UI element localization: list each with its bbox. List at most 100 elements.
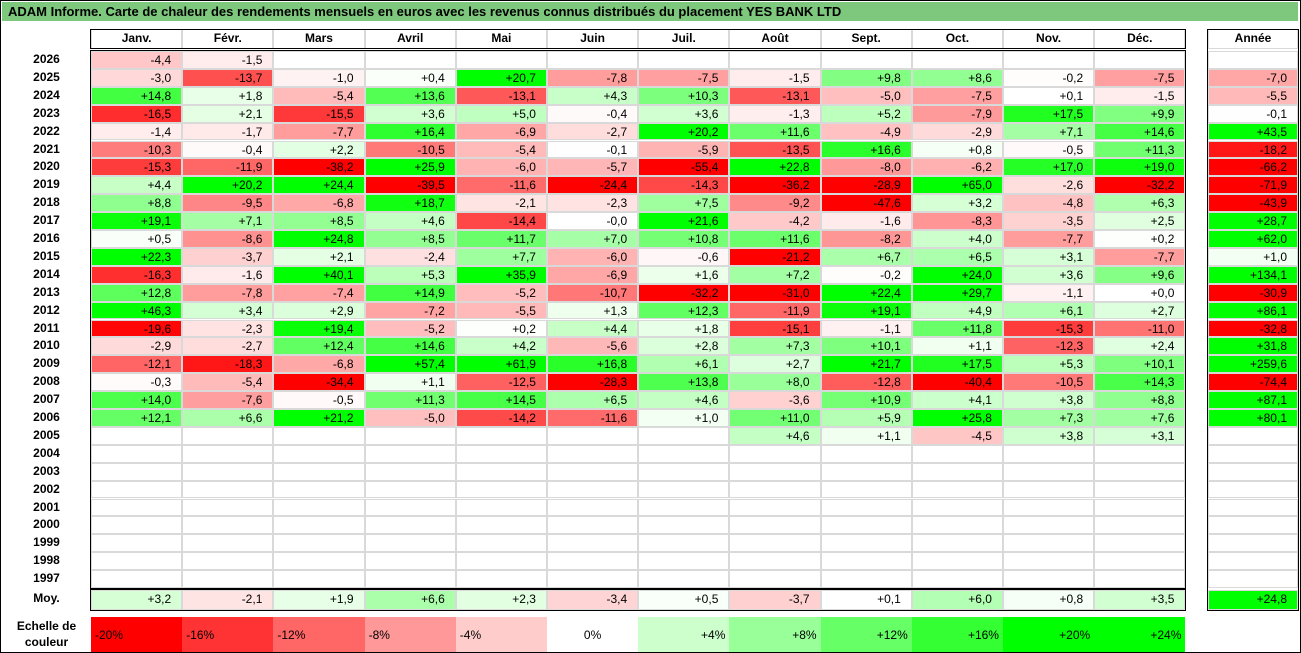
heatmap-cell [1094,444,1186,463]
year-label: 2022 [2,122,91,141]
annual-header: Année [1208,29,1298,49]
average-cell: +0,5 [638,590,730,610]
heatmap-cell [1094,51,1186,69]
heatmap-cell: -0,1 [547,140,639,159]
heatmap-cell [911,516,1003,535]
heatmap-cell [1003,570,1095,588]
heatmap-cell [820,480,912,499]
heatmap-cell: -39,5 [364,176,456,195]
heatmap-cell [820,51,912,69]
heatmap-cell [820,534,912,553]
heatmap-cell: +2,1 [182,104,274,123]
heatmap-cell: -15,1 [729,319,821,338]
heatmap-cell: -32,2 [638,283,730,302]
year-label: 2000 [2,516,91,535]
heatmap-cell [1094,516,1186,535]
heatmap-cell: +13,6 [364,86,456,105]
year-label: 2006 [2,409,91,427]
heatmap-cell: +18,7 [364,194,456,213]
heatmap-cell: +4,9 [911,301,1003,320]
heatmap-cell [455,552,547,571]
heatmap-cell: -11,0 [1094,319,1186,338]
heatmap-cell: +11,0 [729,409,821,427]
heatmap-cell [91,534,183,553]
heatmap-cell: -6,9 [455,122,547,141]
heatmap-cell [547,51,639,69]
heatmap-cell: +14,8 [91,86,183,105]
year-label: 2025 [2,68,91,87]
month-header: Janv. [91,29,183,49]
heatmap-cell: +19,1 [820,301,912,320]
heatmap-cell: -15,5 [273,104,365,123]
month-header: Nov. [1003,29,1095,49]
heatmap-cell: -1,6 [820,212,912,230]
heatmap-cell: -4,9 [820,122,912,141]
heatmap-cell: +0,4 [364,68,456,87]
heatmap-cell: -1,5 [729,68,821,87]
heatmap-cell: +8,8 [1094,391,1186,409]
annual-cell: -71,9 [1208,176,1298,195]
heatmap-cell: -5,0 [364,409,456,427]
heatmap-cell: -0,5 [1003,140,1095,159]
heatmap-cell: -14,2 [455,409,547,427]
heatmap-cell [182,480,274,499]
heatmap-cell: -1,4 [91,122,183,141]
heatmap-cell: +1,1 [911,337,1003,356]
scale-label: Echelle de [16,619,77,633]
heatmap-cell: +0,8 [911,140,1003,159]
year-label: 2004 [2,444,91,463]
heatmap-cell: +11,3 [364,391,456,409]
year-label: 2015 [2,247,91,266]
average-annual-cell: +24,8 [1208,590,1298,610]
heatmap-cell: -7,4 [273,283,365,302]
annual-cell [1208,462,1298,481]
annual-cell: -18,2 [1208,140,1298,159]
heatmap-cell: -9,5 [182,194,274,213]
scale-swatch: -8% [364,617,456,653]
heatmap-cell: +16,8 [547,355,639,374]
year-label: 1999 [2,534,91,553]
annual-cell: +62,0 [1208,230,1298,248]
scale-swatch: -4% [455,617,547,653]
heatmap-cell: +16,4 [364,122,456,141]
heatmap-cell: -10,5 [1003,373,1095,392]
heatmap-cell: -0,5 [273,391,365,409]
heatmap-cell: +6,7 [820,247,912,266]
annual-cell [1208,552,1298,571]
heatmap-cell: +7,1 [1003,122,1095,141]
heatmap-cell: +61,9 [455,355,547,374]
heatmap-cell [455,570,547,588]
heatmap-cell [1094,480,1186,499]
year-label: 2014 [2,265,91,284]
scale-label: couleur [24,635,69,649]
heatmap-cell: +11,7 [455,230,547,248]
heatmap-cell: +7,5 [638,194,730,213]
heatmap-cell: +1,0 [638,409,730,427]
heatmap-cell: +14,5 [455,391,547,409]
heatmap-cell: -34,4 [273,373,365,392]
average-label: Moy. [2,590,91,610]
heatmap-cell [91,570,183,588]
heatmap-cell: +1,8 [182,86,274,105]
heatmap-cell: +19,0 [1094,158,1186,177]
annual-cell: -30,9 [1208,283,1298,302]
year-label: 2007 [2,391,91,409]
heatmap-cell: -3,6 [729,391,821,409]
heatmap-cell [273,498,365,517]
heatmap-cell [638,570,730,588]
heatmap-cell: -0,2 [820,265,912,284]
heatmap-cell [1003,534,1095,553]
month-header: Sept. [820,29,912,49]
year-label: 2009 [2,355,91,374]
heatmap-cell: +8,6 [911,68,1003,87]
heatmap-cell [911,462,1003,481]
heatmap-cell [455,498,547,517]
year-label: 2013 [2,283,91,302]
annual-cell [1208,534,1298,553]
heatmap-cell: -5,4 [273,86,365,105]
heatmap-cell: -16,3 [91,265,183,284]
heatmap-cell [911,444,1003,463]
heatmap-cell [1003,444,1095,463]
heatmap-cell: -0,2 [1003,68,1095,87]
heatmap-cell: +2,1 [273,247,365,266]
